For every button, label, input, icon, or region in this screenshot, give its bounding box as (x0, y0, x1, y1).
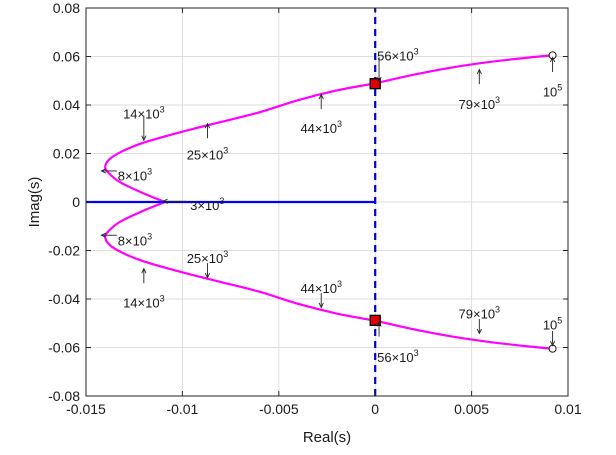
annotation-label-base: 8×10 (118, 233, 147, 248)
annotation-label: 79×103 (459, 305, 501, 322)
annotation-arrowhead (549, 56, 556, 63)
annotation-label-exponent: 3 (414, 348, 419, 358)
x-tick-label: 0.01 (554, 401, 581, 417)
y-tick-label: -0.06 (48, 340, 80, 356)
annotation-label: 105 (543, 83, 562, 100)
y-tick-label: -0.04 (48, 291, 80, 307)
annotation-label: 56×103 (377, 348, 419, 365)
annotation-arrowhead (376, 76, 382, 83)
y-tick-label: -0.02 (48, 243, 80, 259)
annotation-label-exponent: 3 (160, 294, 165, 304)
annotation-label: 3×103 (190, 196, 224, 213)
y-axis-label: Imag(s) (26, 177, 43, 228)
annotation-label: 8×103 (118, 231, 152, 248)
annotation-label: 79×103 (459, 95, 501, 112)
annotation-label: 44×103 (300, 119, 342, 136)
annotation-label-base: 56×10 (377, 48, 414, 63)
annotation-arrowhead (318, 302, 324, 309)
y-tick-label: 0.04 (53, 97, 80, 113)
annotation-arrowhead (476, 328, 482, 335)
annotation-label-exponent: 3 (495, 95, 500, 105)
annotation-label-exponent: 3 (147, 231, 152, 241)
annotation-label-base: 8×10 (118, 168, 147, 183)
annotation-arrowhead (376, 321, 382, 327)
marker-layer (369, 51, 557, 353)
y-tick-label: -0.08 (48, 388, 80, 404)
annotation-label: 25×103 (187, 249, 229, 266)
x-tick-label: 0 (371, 401, 379, 417)
annotation-label-exponent: 3 (337, 279, 342, 289)
y-tick-label: 0.06 (53, 49, 80, 65)
annotation-label-base: 14×10 (123, 296, 160, 311)
annotation-label-base: 10 (543, 85, 557, 100)
annotation-label-base: 3×10 (190, 198, 219, 213)
axis-ticks: -0.015 -0.01 -0.005 0 0.005 0.01 -0.08 -0.06 -0.… (48, 0, 582, 417)
annotation-label: 44×103 (300, 279, 342, 296)
annotation-label-exponent: 5 (557, 315, 562, 325)
annotation-label-base: 79×10 (459, 97, 496, 112)
annotation-label-base: 79×10 (459, 307, 496, 322)
x-tick-label: -0.005 (259, 401, 299, 417)
annotation-arrowhead (476, 68, 482, 75)
x-tick-label: 0.005 (454, 401, 489, 417)
x-tick-label: -0.015 (66, 401, 106, 417)
annotation-label-exponent: 5 (557, 83, 562, 93)
annotation-label: 14×103 (123, 294, 165, 311)
annotation-label-exponent: 3 (223, 249, 228, 259)
annotation-label-exponent: 3 (147, 166, 152, 176)
annotation-label-exponent: 3 (219, 196, 224, 206)
annotation-label-base: 56×10 (377, 350, 414, 365)
annotation-label: 105 (543, 315, 562, 332)
annotation-label-exponent: 3 (160, 104, 165, 114)
annotation-arrowhead (162, 198, 168, 204)
annotation-label-base: 44×10 (300, 121, 337, 136)
annotation-label-base: 44×10 (300, 281, 337, 296)
y-tick-label: 0 (72, 194, 80, 210)
upper-locus-line (104, 54, 553, 204)
annotation-label: 8×103 (118, 166, 152, 183)
annotation-label-exponent: 3 (337, 119, 342, 129)
annotation-arrowhead (100, 232, 107, 238)
annotation-label: 56×103 (377, 46, 419, 63)
annotation-label-base: 25×10 (187, 148, 224, 163)
series-layer (86, 8, 553, 396)
y-tick-label: 0.08 (53, 0, 80, 16)
annotation-arrowhead (549, 340, 556, 347)
crossing-marker (369, 78, 381, 90)
annotation-label-exponent: 3 (495, 305, 500, 315)
crossing-marker (369, 314, 381, 326)
annotation-label: 14×103 (123, 104, 165, 121)
annotation-label-base: 10 (543, 317, 557, 332)
annotation-label: 25×103 (187, 146, 229, 163)
annotation-arrowhead (204, 272, 211, 279)
annotation-label-base: 25×10 (187, 251, 224, 266)
x-tick-label: -0.01 (166, 401, 198, 417)
annotation-label-base: 14×10 (123, 106, 160, 121)
annotation-label-exponent: 3 (414, 46, 419, 56)
annotation-arrowhead (100, 168, 107, 174)
annotation-layer: 56×10310579×10344×10325×10314×1038×1033×… (100, 46, 562, 365)
y-tick-label: 0.02 (53, 146, 80, 162)
annotation-arrowhead (318, 93, 324, 100)
annotation-label-exponent: 3 (223, 146, 228, 156)
annotation-arrowhead (141, 135, 147, 142)
annotation-arrowhead (141, 267, 147, 274)
lower-locus-line (104, 200, 553, 350)
annotation-arrowhead (204, 122, 211, 129)
x-axis-label: Real(s) (303, 429, 351, 446)
